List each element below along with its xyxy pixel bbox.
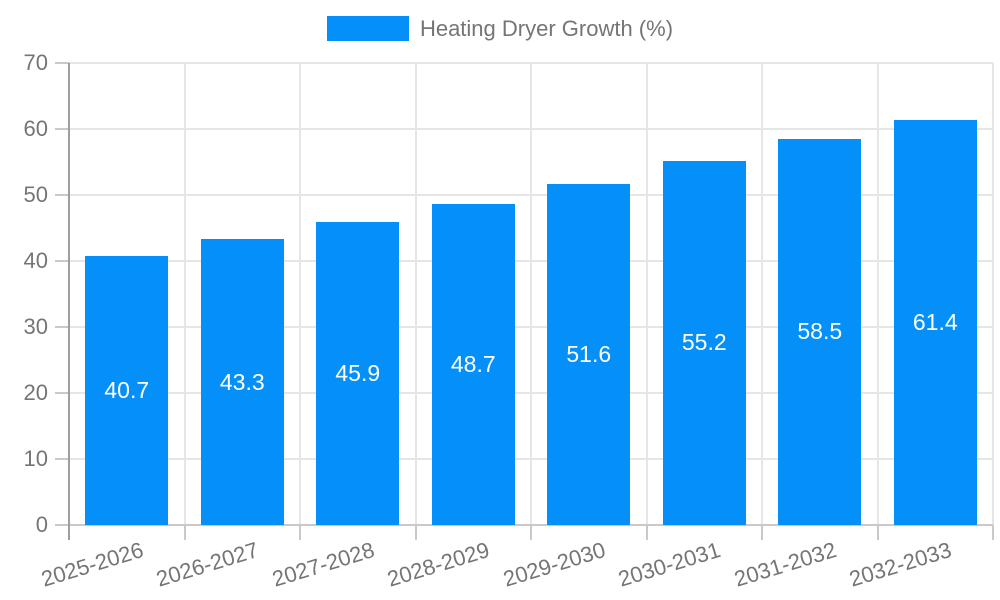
chart-legend[interactable]: Heating Dryer Growth (%): [0, 14, 1000, 43]
x-axis-label: 2028-2029: [384, 537, 493, 592]
x-axis-label: 2032-2033: [846, 537, 955, 592]
h-gridline: [69, 128, 993, 130]
y-axis-label: 30: [23, 314, 48, 339]
y-axis-label: 20: [23, 380, 48, 405]
v-gridline: [530, 63, 532, 525]
v-gridline: [992, 63, 994, 525]
y-axis-label: 50: [23, 182, 48, 207]
x-tick: [992, 525, 994, 540]
v-gridline: [414, 63, 417, 525]
bar: 43.3: [200, 239, 284, 525]
h-gridline: [69, 62, 993, 64]
x-axis-label: 2025-2026: [37, 537, 146, 592]
x-tick: [530, 525, 532, 540]
x-axis-label: 2031-2032: [730, 537, 839, 592]
bar-value-label: 58.5: [797, 318, 843, 345]
x-tick: [183, 525, 186, 540]
bar: 58.5: [778, 138, 862, 525]
v-gridline: [645, 63, 648, 525]
y-tick: [55, 458, 69, 460]
bar-value-label: 51.6: [566, 341, 612, 368]
y-axis-label: 60: [23, 116, 48, 141]
bar: 45.9: [316, 222, 400, 525]
y-tick: [55, 260, 69, 262]
bar: 61.4: [893, 119, 977, 525]
y-axis-label: 70: [23, 50, 48, 75]
h-gridline: [69, 458, 993, 460]
bar: 51.6: [547, 184, 631, 525]
bar-value-label: 61.4: [912, 308, 958, 335]
bar: 48.7: [431, 203, 515, 525]
x-axis-label: 2029-2030: [499, 537, 608, 592]
x-tick: [299, 525, 301, 540]
v-gridline: [183, 63, 186, 525]
bar: 40.7: [85, 256, 169, 525]
y-tick: [55, 194, 69, 196]
y-axis-label: 0: [35, 512, 48, 537]
y-tick: [55, 524, 69, 526]
legend-swatch: [326, 16, 409, 41]
bar-value-label: 48.7: [450, 350, 496, 377]
y-tick: [55, 392, 69, 394]
y-tick: [55, 326, 69, 328]
x-tick: [414, 525, 417, 540]
y-axis-label: 40: [23, 248, 48, 273]
x-tick: [645, 525, 648, 540]
y-axis-line: [68, 63, 70, 540]
x-tick: [876, 525, 879, 540]
bar-value-label: 43.3: [219, 368, 265, 395]
x-axis-label: 2030-2031: [615, 537, 724, 592]
v-gridline: [876, 63, 879, 525]
y-tick: [55, 62, 69, 64]
bar-value-label: 40.7: [104, 377, 150, 404]
bar-value-label: 55.2: [681, 329, 727, 356]
h-gridline: [69, 392, 993, 394]
bar-value-label: 45.9: [335, 360, 381, 387]
h-gridline: [69, 194, 993, 196]
v-gridline: [299, 63, 301, 525]
x-tick: [761, 525, 763, 540]
legend-label: Heating Dryer Growth (%): [419, 16, 674, 41]
y-axis-label: 10: [23, 446, 48, 471]
bar: 55.2: [662, 160, 746, 525]
y-tick: [55, 128, 69, 130]
x-axis-label: 2027-2028: [268, 537, 377, 592]
x-axis-label: 2026-2027: [153, 537, 262, 592]
v-gridline: [761, 63, 763, 525]
h-gridline: [69, 326, 993, 328]
h-gridline: [69, 260, 993, 262]
